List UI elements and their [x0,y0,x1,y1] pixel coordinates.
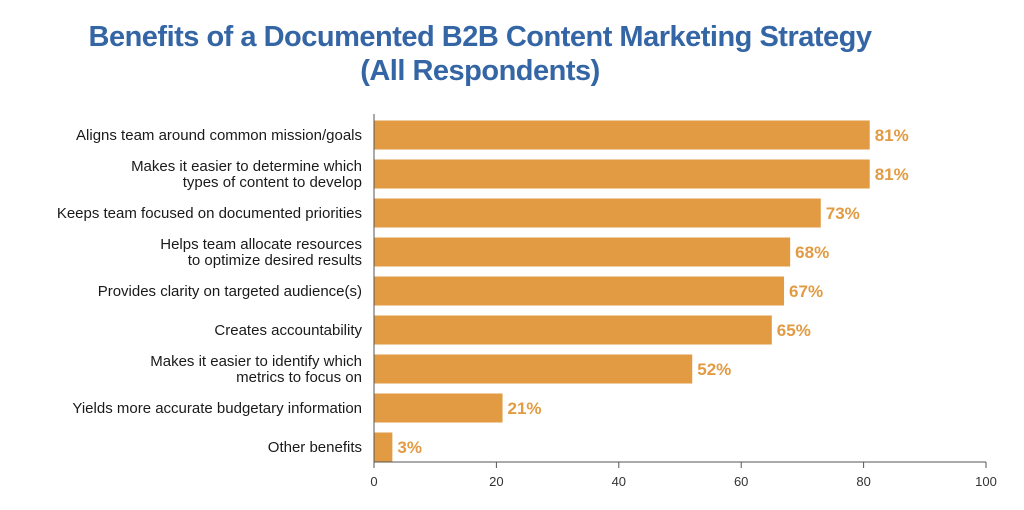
x-tick-label-60: 60 [734,474,748,489]
value-label-4: 68% [795,243,829,262]
category-label-7: Makes it easier to identify which metrics… [150,353,362,386]
category-label-6: Creates accountability [214,322,362,339]
category-label-9: Other benefits [268,439,362,456]
bar-3 [374,198,821,228]
chart-subtitle: (All Respondents) [360,55,600,87]
x-tick-label-80: 80 [856,474,870,489]
bar-9 [374,432,393,462]
value-label-3: 73% [826,204,860,223]
category-label-1: Aligns team around common mission/goals [76,127,362,144]
value-label-5: 67% [789,282,823,301]
x-tick-label-0: 0 [370,474,377,489]
value-label-6: 65% [777,321,811,340]
bar-2 [374,159,870,189]
category-label-4: Helps team allocate resources to optimize… [160,236,362,269]
category-label-5: Provides clarity on targeted audience(s) [98,283,362,300]
category-label-2: Makes it easier to determine which types … [131,158,362,191]
bar-7 [374,354,693,384]
bar-1 [374,120,870,150]
bar-4 [374,237,791,267]
bar-6 [374,315,772,345]
category-label-8: Yields more accurate budgetary informati… [72,400,362,417]
chart-title: Benefits of a Documented B2B Content Mar… [0,20,960,88]
x-tick-label-100: 100 [975,474,997,489]
x-tick-label-40: 40 [612,474,626,489]
value-label-7: 52% [697,360,731,379]
value-label-2: 81% [875,165,909,184]
bar-5 [374,276,785,306]
chart-title-line: Benefits of a Documented B2B Content Mar… [88,21,873,53]
value-label-9: 3% [397,438,422,457]
x-tick-label-20: 20 [489,474,503,489]
category-label-3: Keeps team focused on documented priorit… [57,205,362,222]
bar-8 [374,393,503,423]
value-label-1: 81% [875,126,909,145]
value-label-8: 21% [508,399,542,418]
